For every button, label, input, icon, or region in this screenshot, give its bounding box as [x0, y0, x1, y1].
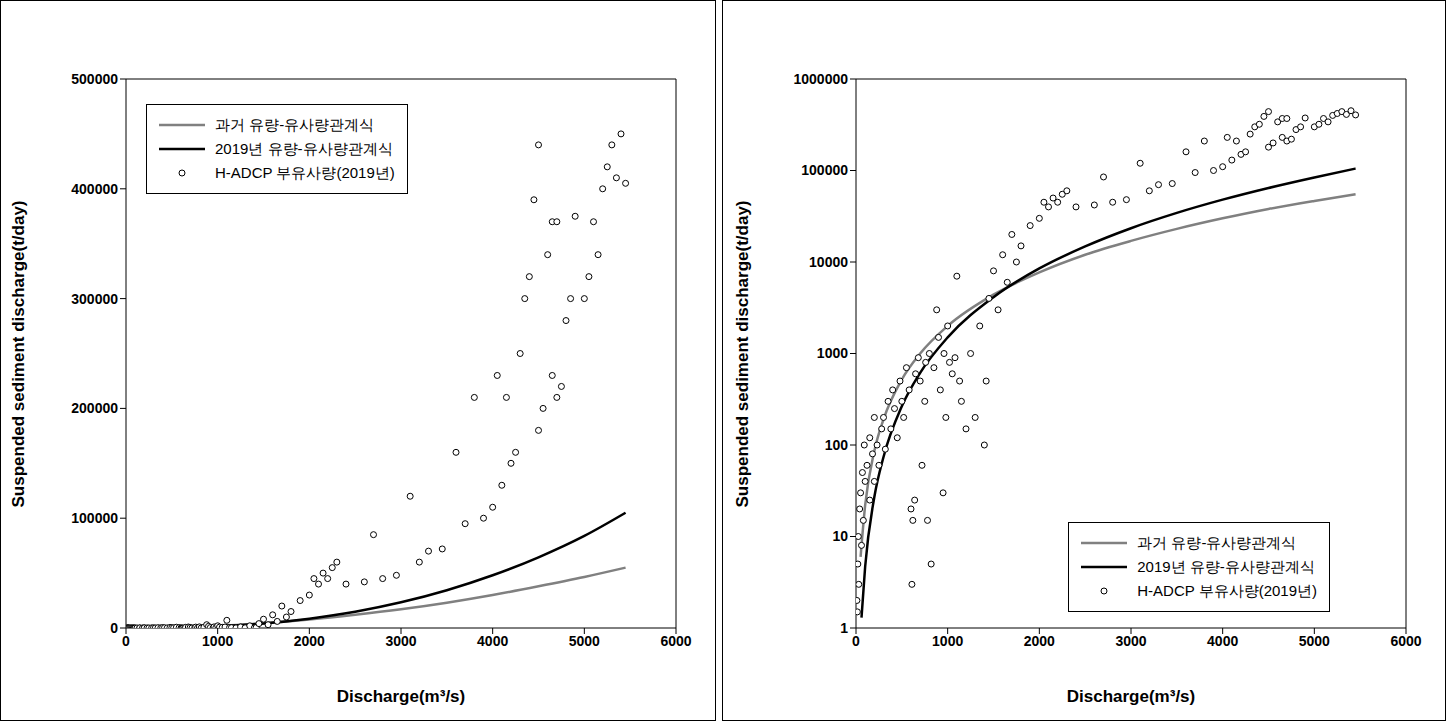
html-text:H-ADCP 부유사량(2019년): H-ADCP 부유사량(2019년): [215, 163, 395, 181]
svg-text:4000: 4000: [477, 633, 508, 649]
html-text:Suspended sediment discharge(t: Suspended sediment discharge(t/day): [9, 200, 28, 507]
svg-text:500000: 500000: [71, 71, 118, 87]
svg-text:100000: 100000: [801, 162, 848, 178]
html-text:과거 유량-유사량관계식: 과거 유량-유사량관계식: [1137, 533, 1297, 551]
svg-text:0: 0: [852, 633, 860, 649]
svg-text:1000000: 1000000: [793, 71, 848, 87]
html-text:2019년 유량-유사량관계식: 2019년 유량-유사량관계식: [1137, 557, 1315, 575]
svg-text:100000: 100000: [71, 510, 118, 526]
svg-text:300000: 300000: [71, 291, 118, 307]
svg-text:100: 100: [825, 437, 849, 453]
svg-text:6000: 6000: [1390, 633, 1421, 649]
html-text:H-ADCP 부유사량(2019년): H-ADCP 부유사량(2019년): [1137, 581, 1317, 599]
svg-text:200000: 200000: [71, 400, 118, 416]
svg-text:1: 1: [840, 620, 848, 636]
html-text:과거 유량-유사량관계식: 과거 유량-유사량관계식: [215, 115, 375, 133]
html-text:2019년 유량-유사량관계식: 2019년 유량-유사량관계식: [215, 139, 393, 157]
svg-text:6000: 6000: [660, 633, 691, 649]
svg-text:10: 10: [832, 528, 848, 544]
svg-text:3000: 3000: [1115, 633, 1146, 649]
svg-text:400000: 400000: [71, 181, 118, 197]
svg-text:3000: 3000: [385, 633, 416, 649]
svg-text:10000: 10000: [809, 254, 848, 270]
html-text:Discharge(m³/s): Discharge(m³/s): [336, 687, 466, 706]
svg-text:2000: 2000: [1024, 633, 1055, 649]
svg-text:1000: 1000: [817, 345, 848, 361]
html-text:Discharge(m³/s): Discharge(m³/s): [1066, 687, 1196, 706]
html-text:Suspended sediment discharge(t: Suspended sediment discharge(t/day): [733, 200, 752, 507]
svg-text:2000: 2000: [294, 633, 325, 649]
svg-text:5000: 5000: [569, 633, 600, 649]
svg-text:1000: 1000: [932, 633, 963, 649]
svg-text:0: 0: [110, 620, 118, 636]
svg-text:0: 0: [122, 633, 130, 649]
svg-text:4000: 4000: [1207, 633, 1238, 649]
svg-text:5000: 5000: [1299, 633, 1330, 649]
svg-text:1000: 1000: [202, 633, 233, 649]
